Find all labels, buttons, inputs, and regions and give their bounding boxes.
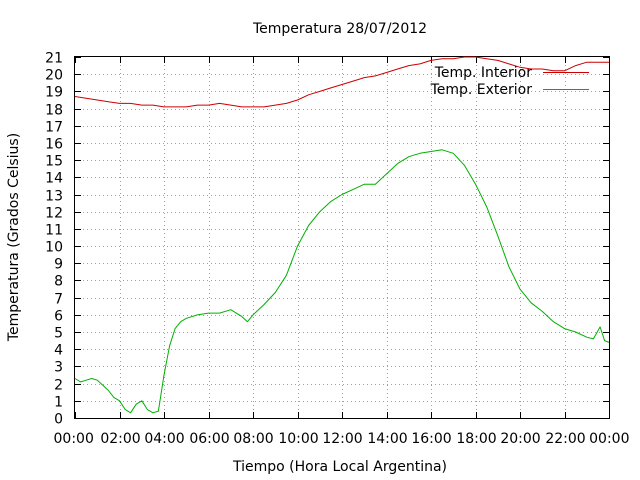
series-line-interior (74, 56, 609, 108)
y-tick-label: 2 (54, 378, 63, 394)
y-tick-label: 21 (45, 51, 63, 67)
x-axis-label: Tiempo (Hora Local Argentina) (232, 459, 447, 475)
x-tick-label: 08:00 (233, 431, 273, 447)
y-tick-label: 1 (54, 395, 63, 411)
x-tick-label: 18:00 (456, 431, 496, 447)
y-tick-label: 19 (45, 85, 63, 101)
y-tick-label: 15 (45, 154, 63, 170)
x-tick-label: 22:00 (545, 431, 585, 447)
y-tick-label: 8 (54, 274, 63, 290)
x-tick-label: 02:00 (100, 431, 140, 447)
y-tick-label: 18 (45, 103, 63, 119)
y-tick-label: 5 (54, 326, 63, 342)
x-tick-label: 04:00 (144, 431, 184, 447)
x-tick-label: 14:00 (367, 431, 407, 447)
y-tick-label: 9 (54, 257, 63, 273)
y-tick-label: 7 (54, 292, 63, 308)
x-tick-label: 00:00 (589, 431, 629, 447)
y-tick-label: 12 (45, 206, 63, 222)
x-tick-label: 10:00 (278, 431, 318, 447)
y-tick-label: 10 (45, 240, 63, 256)
y-tick-label: 6 (54, 309, 63, 325)
series-lines (74, 56, 610, 414)
grid-lines (75, 57, 609, 418)
series-line-exterior (74, 149, 610, 414)
x-tick-label: 00:00 (54, 431, 94, 447)
legend-label: Temp. Exterior (430, 82, 533, 98)
y-tick-label: 20 (45, 68, 63, 84)
y-tick-label: 17 (45, 120, 63, 136)
y-tick-label: 14 (45, 171, 63, 187)
chart-title: Temperatura 28/07/2012 (252, 21, 427, 37)
x-tick-label: 06:00 (189, 431, 229, 447)
x-tick-label: 16:00 (411, 431, 451, 447)
plot-frame (74, 56, 610, 419)
legend-label: Temp. Interior (434, 65, 533, 81)
x-tick-label: 12:00 (322, 431, 362, 447)
y-tick-label: 11 (45, 223, 63, 239)
y-tick-label: 4 (54, 343, 63, 359)
y-tick-label: 3 (54, 360, 63, 376)
y-axis-label: Temperatura (Grados Celsius) (6, 133, 22, 342)
x-tick-label: 20:00 (500, 431, 540, 447)
y-tick-label: 0 (54, 412, 63, 428)
y-tick-label: 16 (45, 137, 63, 153)
y-tick-label: 13 (45, 189, 63, 205)
